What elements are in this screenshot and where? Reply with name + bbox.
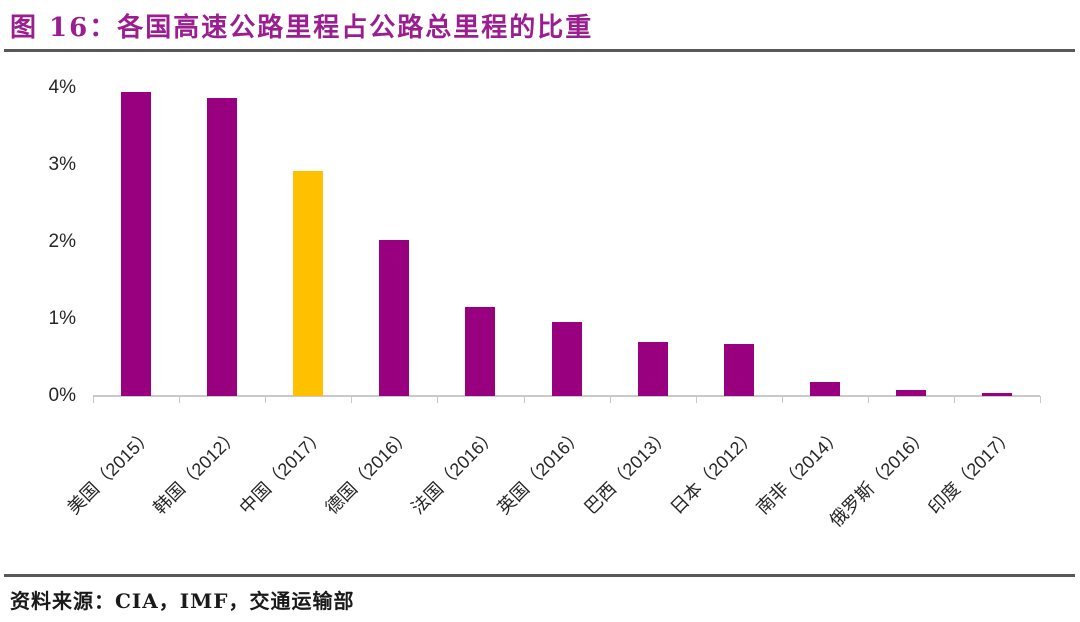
x-axis-category-label: 中国（2017） [235,424,330,519]
x-axis-category-label: 英国（2016） [493,424,588,519]
x-axis-tick [93,396,94,403]
bar [207,98,238,396]
x-axis-category-label: 巴西（2013） [580,424,674,519]
y-axis-tick-label: 1% [48,308,76,329]
bar [293,171,324,396]
bar [809,382,840,396]
source-note: 资料来源：CIA，IMF，交通运输部 [10,589,355,613]
x-axis-category-label: 印度（2017） [924,424,1018,519]
y-axis-tick-label: 0% [48,385,76,406]
bar [637,342,668,396]
x-axis-category-label: 美国（2015） [63,424,157,519]
x-axis-tick [695,396,697,403]
figure-title: 图 16：各国高速公路里程占公路总里程的比重 [10,13,594,43]
bar [121,92,151,396]
x-axis-tick [953,396,955,403]
x-axis-line [93,395,1040,397]
x-axis-category-label: 日本（2012） [666,424,760,519]
source-divider [4,574,1075,577]
x-axis-tick [437,396,439,403]
x-axis-tick [609,396,611,403]
y-axis-tick-label: 4% [48,77,76,98]
bar [895,390,926,396]
x-axis-tick [867,396,869,403]
x-axis-tick [1040,396,1041,403]
bar-chart: 0% 1% 2% 3% 4% 美国（2015） 韩国（2012） 中国（2017） 德国（201… [48,77,1041,531]
y-axis-tick-label: 2% [48,231,76,252]
x-axis-tick [523,396,525,403]
x-axis-category-label: 南非（2014） [752,424,846,519]
bar [551,322,582,396]
x-axis-tick [781,396,783,403]
x-axis-category-label: 法国（2016） [407,424,502,519]
y-axis-tick-label: 3% [48,154,76,175]
title-divider [4,49,1075,52]
x-axis-category-label: 韩国（2012） [149,424,243,519]
bar [379,240,410,396]
x-axis-tick [179,396,181,403]
bar [465,307,496,396]
x-axis-tick [351,396,353,403]
x-axis-category-label: 德国（2016） [321,424,416,519]
bar [723,344,754,396]
x-axis-tick [265,396,267,403]
bar [982,393,1012,396]
